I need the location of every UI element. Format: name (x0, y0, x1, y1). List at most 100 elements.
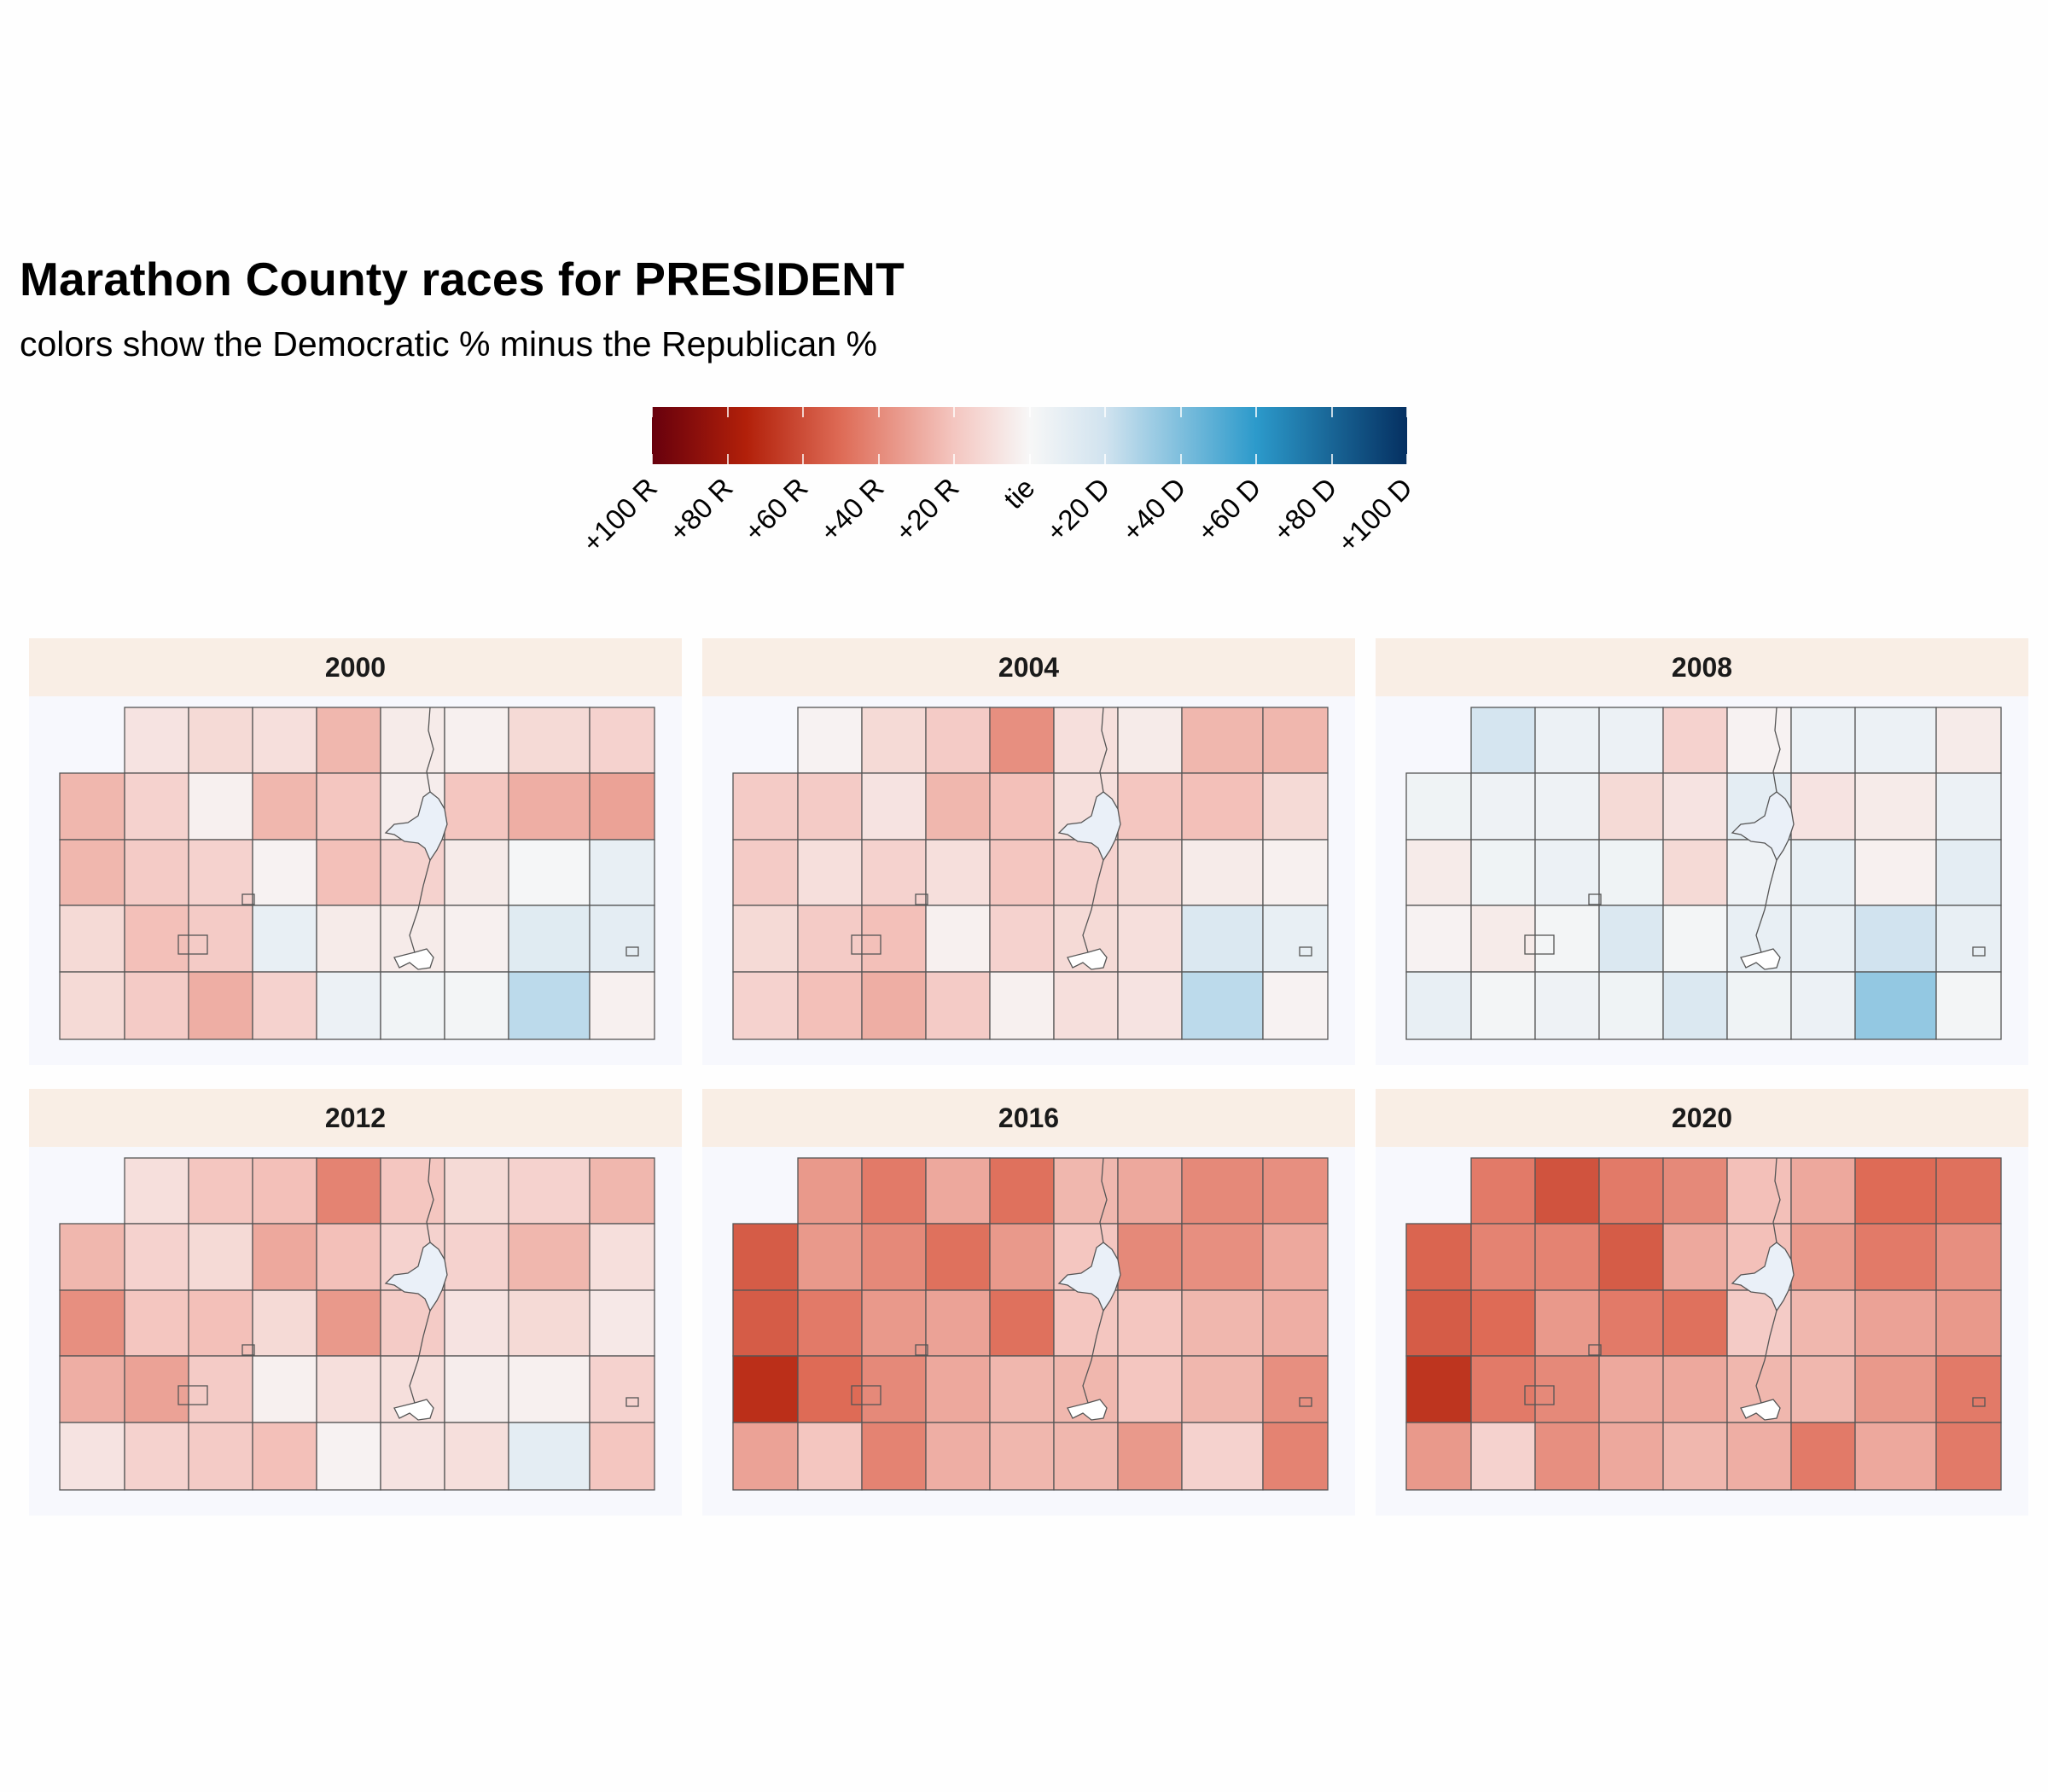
municipality-shape (1854, 1355, 1937, 1423)
legend-tick-mark (726, 407, 729, 417)
municipality-shape (1598, 772, 1664, 841)
city-shape (1057, 791, 1121, 862)
municipality-shape (1470, 772, 1536, 841)
legend-tick-label: +60 R (737, 471, 814, 548)
map-area (1376, 696, 2028, 1065)
panel-year-label: 2004 (702, 638, 1355, 696)
municipality-shape (1053, 1157, 1119, 1225)
municipality-shape (316, 839, 381, 906)
municipality-shape (188, 905, 253, 973)
municipality-shape (1534, 905, 1600, 973)
municipality-shape (444, 772, 509, 841)
municipality-shape (1117, 772, 1183, 841)
legend-tick-label: +60 D (1190, 471, 1267, 548)
municipality-shape (989, 905, 1055, 973)
municipality-shape (1262, 1157, 1329, 1225)
municipality-shape (989, 1223, 1055, 1291)
legend-tick-label: +100 R (576, 471, 664, 559)
municipality-shape (1662, 1422, 1728, 1491)
map-panel-2016: 2016 (702, 1089, 1355, 1516)
municipality-shape (1053, 1422, 1119, 1491)
municipality-shape (124, 1223, 189, 1291)
municipality-shape (1662, 839, 1728, 906)
panel-year-label: 2008 (1376, 638, 2028, 696)
municipality-shape (589, 707, 655, 774)
municipality-shape (1534, 1422, 1600, 1491)
city-shape (384, 1242, 448, 1312)
municipality-shape (508, 1157, 591, 1225)
municipality-shape (1790, 772, 1856, 841)
enclave-shape (625, 1397, 639, 1407)
municipality-shape (861, 1422, 927, 1491)
municipality-shape (1935, 1223, 2002, 1291)
municipality-shape (1662, 707, 1728, 774)
county-map (59, 1157, 655, 1491)
municipality-shape (444, 1422, 509, 1491)
municipality-shape (989, 971, 1055, 1040)
municipality-shape (1854, 1157, 1937, 1225)
village-shape (1740, 1399, 1781, 1421)
municipality-shape (124, 1355, 189, 1423)
municipality-shape (1598, 1157, 1664, 1225)
municipality-shape (1262, 707, 1329, 774)
municipality-shape (989, 1157, 1055, 1225)
river-line (409, 707, 434, 953)
enclave-shape (1972, 946, 1986, 957)
municipality-shape (925, 707, 991, 774)
municipality-shape (589, 1157, 655, 1225)
village-shape (393, 1399, 434, 1421)
municipality-shape (444, 707, 509, 774)
municipality-shape (1262, 905, 1329, 973)
municipality-shape (59, 839, 125, 906)
legend-tick-mark (651, 407, 653, 417)
legend-tick-label: +40 R (813, 471, 890, 548)
municipality-shape (1117, 707, 1183, 774)
county-map (59, 707, 655, 1040)
enclave-shape (1524, 934, 1555, 955)
county-map (1405, 1157, 2002, 1491)
panel-year-label: 2012 (29, 1089, 682, 1147)
municipality-shape (1790, 1223, 1856, 1291)
village-shape (1740, 948, 1781, 970)
municipality-shape (1262, 1223, 1329, 1291)
municipality-shape (59, 772, 125, 841)
municipality-shape (316, 971, 381, 1040)
village-shape (1067, 1399, 1108, 1421)
municipality-shape (1405, 772, 1472, 841)
legend-tick-mark (802, 454, 804, 464)
municipality-shape (188, 772, 253, 841)
municipality-shape (59, 1223, 125, 1291)
municipality-shape (444, 839, 509, 906)
municipality-shape (1262, 839, 1329, 906)
legend-tick-mark (1104, 454, 1106, 464)
municipality-shape (732, 1223, 799, 1291)
municipality-shape (797, 707, 863, 774)
municipality-shape (1117, 839, 1183, 906)
municipality-shape (1534, 839, 1600, 906)
enclave-shape (851, 934, 881, 955)
chart-subtitle: colors show the Democratic % minus the R… (20, 324, 877, 364)
municipality-shape (1854, 1223, 1937, 1291)
enclave-shape (177, 1385, 208, 1405)
county-map (1405, 707, 2002, 1040)
municipality-shape (1262, 1289, 1329, 1357)
municipality-shape (1405, 1355, 1472, 1423)
municipality-shape (1181, 1422, 1264, 1491)
municipality-shape (861, 707, 927, 774)
municipality-shape (1790, 1289, 1856, 1357)
municipality-shape (444, 1223, 509, 1291)
legend-tick-mark (1406, 454, 1408, 464)
municipality-shape (1662, 971, 1728, 1040)
legend-tick-mark (726, 454, 729, 464)
legend-tick-mark (1179, 407, 1182, 417)
municipality-shape (316, 1422, 381, 1491)
municipality-shape (124, 1422, 189, 1491)
municipality-shape (1790, 971, 1856, 1040)
municipality-shape (1117, 1157, 1183, 1225)
municipality-shape (188, 839, 253, 906)
river-line (1755, 707, 1781, 953)
municipality-shape (188, 707, 253, 774)
legend-tick-label: +100 D (1331, 471, 1419, 559)
municipality-shape (797, 971, 863, 1040)
